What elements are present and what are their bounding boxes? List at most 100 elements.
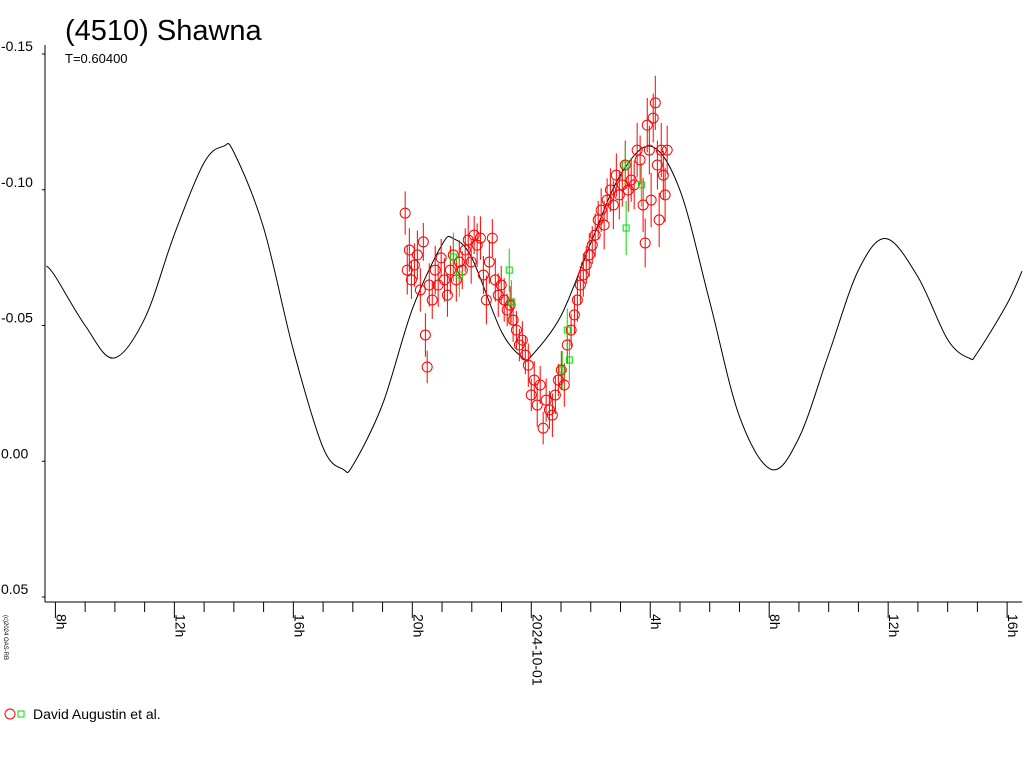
data-point — [403, 244, 415, 256]
data-point — [583, 249, 595, 261]
data-point — [655, 144, 667, 156]
data-point — [505, 266, 513, 274]
data-point — [661, 144, 673, 156]
data-point — [449, 253, 457, 261]
data-point — [647, 112, 659, 124]
x-tick-label: 16h — [291, 614, 307, 637]
data-point — [453, 256, 465, 268]
legend-label: David Augustin et al. — [33, 706, 161, 722]
data-point — [405, 274, 417, 286]
data-point — [639, 237, 651, 249]
data-point — [474, 232, 486, 244]
data-point — [471, 239, 483, 251]
fit-curve — [46, 143, 1023, 474]
data-point — [589, 229, 601, 241]
data-point — [421, 361, 433, 373]
x-tick-label: 12h — [886, 614, 902, 637]
data-point — [586, 239, 598, 251]
data-point — [558, 379, 570, 391]
x-tick-label: 20h — [410, 614, 426, 637]
data-point — [525, 389, 537, 401]
legend-marker — [4, 708, 16, 720]
data-point — [426, 294, 438, 306]
data-point — [429, 264, 441, 276]
data-point — [537, 422, 549, 434]
data-point — [641, 119, 653, 131]
data-point — [565, 324, 577, 336]
data-point — [399, 207, 411, 219]
data-point — [465, 256, 477, 268]
data-point — [455, 271, 463, 279]
data-point — [543, 404, 555, 416]
data-point — [483, 256, 495, 268]
data-point — [565, 356, 573, 364]
x-tick-label: 8h — [53, 614, 69, 630]
data-point — [659, 189, 671, 201]
data-point — [613, 189, 625, 201]
data-point — [563, 326, 571, 334]
data-point — [595, 204, 607, 216]
data-point — [411, 249, 423, 261]
data-point — [441, 289, 453, 301]
x-tick-label: 12h — [172, 614, 188, 637]
data-point — [480, 294, 492, 306]
data-point — [628, 179, 640, 191]
data-point — [555, 364, 567, 376]
x-tick-label: 8h — [767, 614, 783, 630]
y-tick-label: 0.05 — [1, 581, 28, 597]
data-point — [438, 274, 450, 286]
y-tick-label: -0.15 — [1, 38, 33, 54]
data-point — [504, 299, 516, 311]
x-tick-label: 4h — [648, 614, 664, 630]
data-point — [649, 97, 661, 109]
data-point — [459, 244, 471, 256]
y-tick-label: -0.05 — [1, 310, 33, 326]
data-point — [507, 298, 515, 306]
data-point — [645, 194, 657, 206]
data-point — [540, 394, 552, 406]
data-point — [571, 294, 583, 306]
legend-marker — [17, 710, 25, 718]
data-point — [435, 252, 447, 264]
data-point — [653, 214, 665, 226]
data-point — [574, 279, 586, 291]
chart-subtitle: T=0.60400 — [65, 51, 128, 66]
data-point — [408, 259, 420, 271]
data-point — [546, 409, 558, 421]
chart-title: (4510) Shawna — [65, 15, 263, 47]
data-point — [401, 264, 413, 276]
data-point — [510, 324, 522, 336]
data-point — [444, 264, 456, 276]
data-point — [622, 224, 630, 232]
data-point — [561, 339, 573, 351]
data-point — [486, 232, 498, 244]
data-point — [419, 329, 431, 341]
y-tick-label: 0.00 — [1, 445, 28, 461]
data-point — [619, 159, 631, 171]
data-point — [414, 284, 426, 296]
data-point — [631, 144, 643, 156]
data-point — [637, 181, 645, 189]
data-point — [634, 154, 646, 166]
data-point — [604, 184, 616, 196]
x-tick-label: 16h — [1005, 614, 1021, 637]
data-point — [580, 259, 592, 271]
data-point — [423, 279, 435, 291]
data-point — [477, 269, 489, 281]
data-point — [519, 349, 531, 361]
data-point — [621, 161, 629, 169]
data-point — [568, 309, 580, 321]
data-point — [657, 169, 669, 181]
y-tick-label: -0.10 — [1, 174, 33, 190]
credit: (c)2024 OAS-RB — [2, 615, 8, 660]
data-point — [468, 229, 480, 241]
data-point — [549, 389, 561, 401]
data-point — [607, 199, 619, 211]
data-point — [651, 159, 663, 171]
data-point — [610, 169, 622, 181]
data-point — [643, 144, 655, 156]
data-point — [516, 334, 528, 346]
data-point — [417, 236, 429, 248]
data-point — [495, 279, 507, 291]
